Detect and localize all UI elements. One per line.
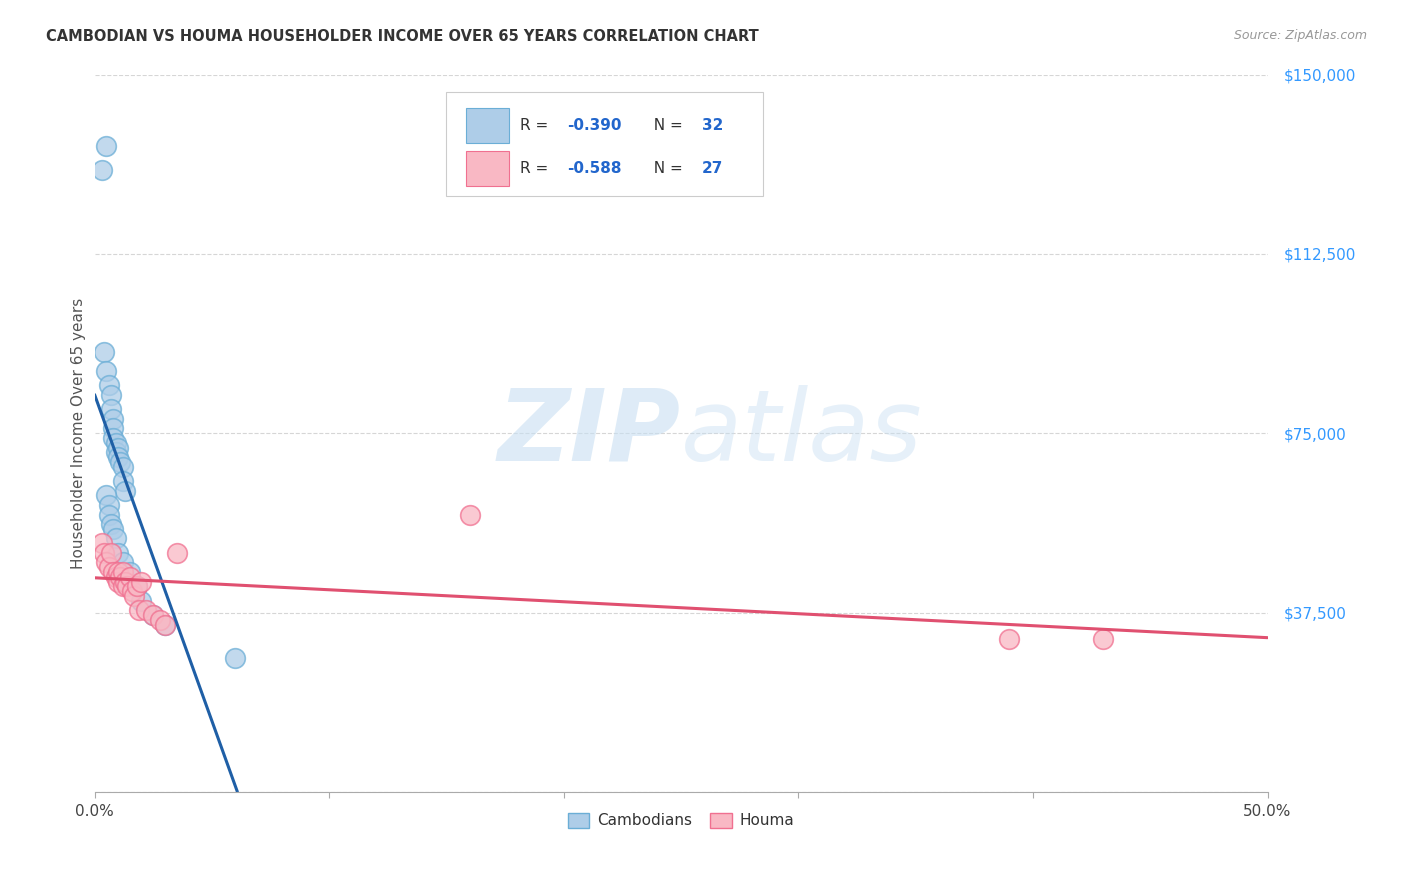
Point	[103, 522, 125, 536]
Point	[96, 488, 118, 502]
Point	[998, 632, 1021, 646]
Point	[111, 474, 134, 488]
Point	[111, 565, 134, 579]
Point	[103, 421, 125, 435]
Point	[110, 455, 132, 469]
Point	[111, 459, 134, 474]
Text: N =: N =	[644, 118, 688, 133]
Point	[97, 508, 120, 522]
Point	[97, 378, 120, 392]
Point	[121, 584, 143, 599]
Point	[107, 450, 129, 465]
Text: N =: N =	[644, 161, 688, 177]
Text: 32: 32	[702, 118, 724, 133]
FancyBboxPatch shape	[467, 108, 509, 143]
Point	[104, 445, 127, 459]
Text: -0.390: -0.390	[567, 118, 621, 133]
Text: Source: ZipAtlas.com: Source: ZipAtlas.com	[1233, 29, 1367, 42]
Point	[97, 498, 120, 512]
Point	[90, 536, 112, 550]
Point	[100, 546, 122, 560]
Point	[104, 570, 127, 584]
Point	[128, 603, 150, 617]
Point	[149, 613, 172, 627]
Point	[103, 431, 125, 445]
Text: 27: 27	[702, 161, 724, 177]
Text: R =: R =	[520, 118, 554, 133]
Point	[100, 402, 122, 417]
Point	[110, 570, 132, 584]
Point	[142, 607, 165, 622]
Point	[125, 579, 148, 593]
Point	[90, 163, 112, 178]
Point	[111, 579, 134, 593]
Point	[224, 651, 246, 665]
Point	[135, 603, 157, 617]
FancyBboxPatch shape	[447, 93, 763, 196]
Text: atlas: atlas	[681, 384, 922, 482]
Text: R =: R =	[520, 161, 554, 177]
Point	[107, 574, 129, 589]
Point	[114, 483, 136, 498]
Point	[111, 555, 134, 569]
Point	[104, 532, 127, 546]
Point	[131, 593, 153, 607]
Point	[100, 388, 122, 402]
Point	[96, 364, 118, 378]
Point	[97, 560, 120, 574]
Point	[124, 589, 146, 603]
Point	[458, 508, 481, 522]
Point	[93, 345, 115, 359]
Point	[125, 579, 148, 593]
Text: CAMBODIAN VS HOUMA HOUSEHOLDER INCOME OVER 65 YEARS CORRELATION CHART: CAMBODIAN VS HOUMA HOUSEHOLDER INCOME OV…	[46, 29, 759, 44]
Point	[142, 607, 165, 622]
Legend: Cambodians, Houma: Cambodians, Houma	[562, 806, 800, 835]
Point	[117, 579, 139, 593]
Y-axis label: Householder Income Over 65 years: Householder Income Over 65 years	[72, 298, 86, 569]
Point	[166, 546, 188, 560]
Point	[103, 565, 125, 579]
Point	[96, 139, 118, 153]
Point	[104, 435, 127, 450]
Point	[131, 574, 153, 589]
Point	[107, 565, 129, 579]
Point	[153, 617, 176, 632]
Point	[103, 412, 125, 426]
Point	[118, 565, 141, 579]
Point	[1092, 632, 1115, 646]
Point	[153, 617, 176, 632]
Point	[96, 555, 118, 569]
Point	[114, 574, 136, 589]
Text: ZIP: ZIP	[498, 384, 681, 482]
Point	[100, 517, 122, 532]
Point	[107, 546, 129, 560]
Point	[93, 546, 115, 560]
Point	[107, 441, 129, 455]
FancyBboxPatch shape	[467, 151, 509, 186]
Text: -0.588: -0.588	[567, 161, 621, 177]
Point	[118, 570, 141, 584]
